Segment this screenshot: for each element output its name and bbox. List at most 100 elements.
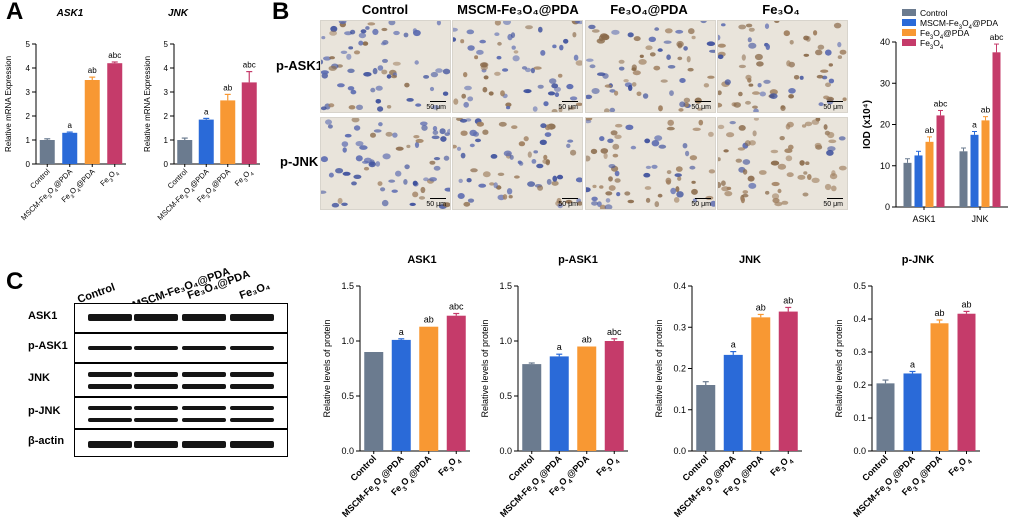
cell-nucleus bbox=[512, 55, 520, 62]
cell-nucleus bbox=[718, 43, 726, 48]
cell-nucleus bbox=[488, 91, 494, 96]
legend-label: Fe3O4 bbox=[920, 38, 944, 51]
cell-nucleus bbox=[831, 185, 837, 192]
y-tick-label: 1.0 bbox=[499, 336, 512, 346]
cell-nucleus bbox=[329, 30, 337, 36]
chart-title: p-JNK bbox=[902, 254, 934, 266]
cell-nucleus bbox=[429, 86, 435, 92]
bar bbox=[936, 115, 945, 207]
cell-nucleus bbox=[506, 106, 511, 110]
ihc-micrograph: 50 μm bbox=[717, 117, 848, 210]
cell-nucleus bbox=[506, 188, 513, 195]
cell-nucleus bbox=[381, 27, 388, 32]
legend-label: MSCM-Fe3O4@PDA bbox=[920, 18, 998, 31]
ihc-column-head: Fe₃O₄ bbox=[762, 2, 800, 17]
legend-swatch bbox=[902, 9, 916, 16]
bar bbox=[778, 311, 798, 451]
cell-nucleus bbox=[691, 188, 698, 195]
cell-nucleus bbox=[801, 124, 807, 128]
y-tick-label: 0.0 bbox=[673, 446, 686, 456]
cell-nucleus bbox=[645, 165, 652, 169]
wb-band bbox=[88, 441, 132, 448]
bar bbox=[446, 315, 466, 451]
cell-nucleus bbox=[517, 160, 522, 165]
cell-nucleus bbox=[388, 21, 396, 26]
cell-nucleus bbox=[493, 182, 498, 189]
scale-bar bbox=[695, 198, 711, 199]
cell-nucleus bbox=[367, 22, 376, 26]
chart-title: JNK bbox=[739, 254, 761, 266]
wb-band bbox=[88, 346, 132, 350]
cell-nucleus bbox=[618, 66, 625, 71]
cell-nucleus bbox=[706, 41, 715, 46]
cell-nucleus bbox=[539, 139, 547, 145]
ihc-micrograph: 50 μm bbox=[585, 20, 716, 113]
legend-swatch bbox=[902, 29, 916, 36]
ihc-row-head: p-JNK bbox=[280, 154, 319, 169]
cell-nucleus bbox=[718, 102, 723, 108]
cell-nucleus bbox=[624, 191, 631, 196]
cell-nucleus bbox=[742, 193, 749, 198]
cell-nucleus bbox=[824, 183, 832, 191]
cell-nucleus bbox=[391, 189, 398, 193]
cell-nucleus bbox=[545, 159, 550, 166]
cell-nucleus bbox=[632, 70, 641, 76]
cell-nucleus bbox=[566, 143, 571, 148]
ihc-micrograph: 50 μm bbox=[320, 117, 451, 210]
cell-nucleus bbox=[793, 75, 800, 80]
wb-bands bbox=[88, 314, 274, 321]
cell-nucleus bbox=[777, 163, 787, 170]
cell-nucleus bbox=[498, 121, 507, 127]
ihc-cells-drawing bbox=[453, 118, 582, 209]
wb-bands bbox=[88, 441, 274, 448]
cell-nucleus bbox=[463, 201, 471, 207]
cell-nucleus bbox=[372, 67, 378, 75]
cell-nucleus bbox=[551, 109, 558, 112]
scale-bar bbox=[827, 198, 843, 199]
wb-band bbox=[134, 441, 178, 448]
cell-nucleus bbox=[551, 83, 559, 89]
cell-nucleus bbox=[513, 50, 519, 54]
cell-nucleus bbox=[837, 55, 843, 59]
legend-label: Fe3O4@PDA bbox=[920, 28, 970, 41]
cell-nucleus bbox=[644, 138, 651, 144]
cell-nucleus bbox=[573, 54, 579, 61]
cell-nucleus bbox=[546, 178, 552, 185]
cell-nucleus bbox=[675, 186, 680, 193]
bar bbox=[696, 385, 716, 451]
bar bbox=[751, 317, 771, 451]
cell-nucleus bbox=[466, 178, 472, 183]
cell-nucleus bbox=[461, 93, 466, 99]
cell-nucleus bbox=[774, 201, 783, 207]
x-tick-label: Fe3O4 bbox=[98, 167, 121, 190]
cell-nucleus bbox=[675, 166, 683, 172]
y-axis-label: Relative levels of protein bbox=[322, 319, 332, 417]
cell-nucleus bbox=[348, 46, 354, 50]
cell-nucleus bbox=[482, 171, 491, 178]
cell-nucleus bbox=[505, 102, 512, 108]
cell-nucleus bbox=[363, 72, 372, 77]
ihc-cells-drawing bbox=[453, 21, 582, 112]
cell-nucleus bbox=[423, 75, 430, 79]
wb-band bbox=[134, 372, 178, 377]
cell-nucleus bbox=[757, 83, 762, 88]
bar bbox=[177, 140, 193, 164]
cell-nucleus bbox=[747, 175, 755, 182]
wb-band bbox=[230, 418, 274, 422]
cell-nucleus bbox=[321, 156, 328, 163]
bar bbox=[522, 364, 542, 451]
cell-nucleus bbox=[577, 201, 582, 206]
y-tick-label: 2 bbox=[164, 112, 169, 121]
cell-nucleus bbox=[758, 170, 767, 175]
cell-nucleus bbox=[476, 49, 484, 55]
cell-nucleus bbox=[772, 197, 780, 204]
cell-nucleus bbox=[784, 148, 793, 153]
chart-title: p-ASK1 bbox=[558, 254, 598, 266]
cell-nucleus bbox=[527, 181, 536, 187]
ihc-cells-drawing bbox=[321, 21, 450, 112]
cell-nucleus bbox=[590, 148, 598, 155]
cell-nucleus bbox=[378, 122, 383, 127]
cell-nucleus bbox=[838, 165, 847, 171]
wb-band bbox=[182, 418, 226, 422]
significance-label: ab bbox=[424, 315, 434, 325]
